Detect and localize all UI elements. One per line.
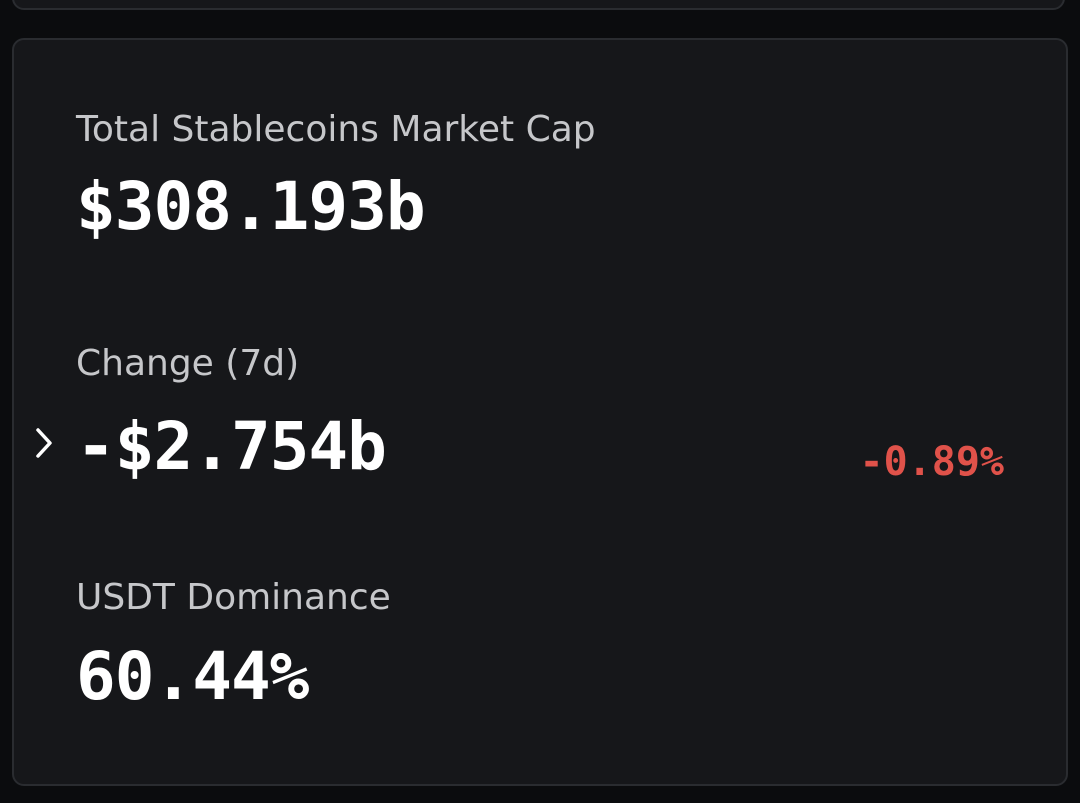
stat-label: Total Stablecoins Market Cap [76, 109, 596, 150]
stat-value: $308.193b [76, 168, 426, 245]
stat-value: -$2.754b [76, 408, 387, 485]
stat-label: USDT Dominance [76, 577, 391, 618]
stat-value: 60.44% [76, 638, 309, 715]
expand-chevron[interactable] [30, 424, 58, 462]
stats-card [12, 38, 1068, 786]
stat-label: Change (7d) [76, 343, 300, 384]
stat-change: -0.89% [859, 439, 1005, 485]
card [12, 0, 1065, 10]
